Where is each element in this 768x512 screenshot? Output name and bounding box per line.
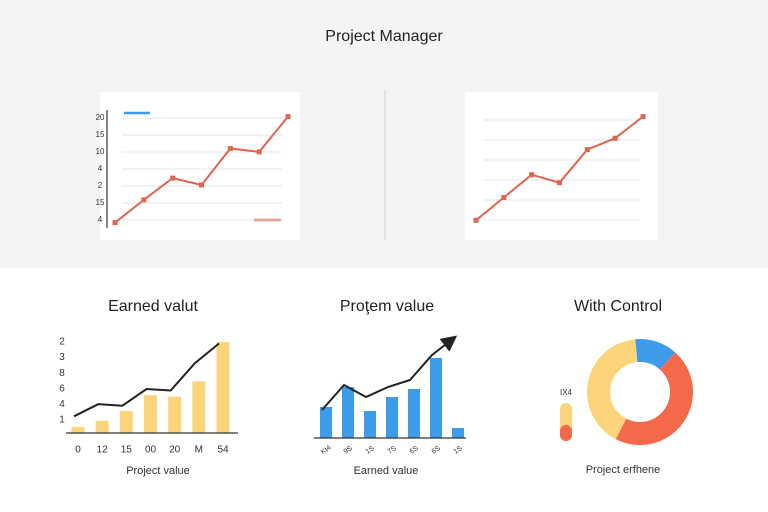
line bbox=[73, 342, 220, 418]
x-axis-label: Project erfhene bbox=[586, 464, 661, 476]
chart-title: With Control bbox=[574, 298, 662, 315]
y-tick-label: 4 bbox=[98, 164, 103, 173]
bar bbox=[342, 387, 354, 438]
bar bbox=[168, 396, 182, 433]
bar bbox=[144, 395, 157, 433]
chart-title: Earned valut bbox=[108, 298, 198, 315]
y-tick-label: 15 bbox=[96, 130, 105, 139]
point bbox=[557, 180, 562, 186]
point bbox=[170, 175, 176, 181]
bar bbox=[386, 397, 398, 438]
gauge bbox=[560, 425, 572, 441]
point bbox=[141, 197, 147, 203]
x-tick-label: 9S bbox=[343, 445, 354, 456]
y-tick-label: 4 bbox=[59, 399, 65, 410]
chart-title: Proţem value bbox=[340, 298, 434, 315]
point bbox=[612, 135, 618, 141]
y-tick-label: 10 bbox=[96, 147, 105, 156]
side-label: IX4 bbox=[560, 388, 573, 397]
line bbox=[321, 335, 458, 411]
y-tick-label: 1 bbox=[59, 415, 65, 426]
point bbox=[112, 220, 118, 226]
bar bbox=[430, 358, 442, 438]
y-tick-label: 4 bbox=[98, 215, 103, 224]
x-tick-label: 6S bbox=[409, 445, 420, 456]
y-tick-label: 20 bbox=[96, 113, 105, 122]
x-tick-label: 6S bbox=[431, 445, 442, 456]
x-tick-label: 15 bbox=[121, 445, 133, 456]
bar bbox=[95, 420, 109, 433]
point bbox=[285, 114, 291, 120]
bar bbox=[408, 389, 420, 438]
donut-segment bbox=[635, 339, 676, 370]
x-tick-label: 20 bbox=[169, 445, 181, 456]
point bbox=[640, 114, 646, 120]
bar bbox=[452, 428, 464, 438]
x-tick-label: 12 bbox=[97, 445, 109, 456]
y-tick-label: 3 bbox=[59, 352, 65, 363]
point bbox=[529, 172, 535, 178]
x-tick-label: 00 bbox=[145, 445, 157, 456]
x-tick-label: Kt4 bbox=[320, 444, 333, 456]
bar bbox=[119, 411, 133, 433]
panel bbox=[465, 92, 658, 240]
point bbox=[199, 182, 204, 188]
donut-segment bbox=[587, 339, 638, 440]
point bbox=[584, 147, 590, 153]
point bbox=[501, 195, 507, 200]
panel bbox=[100, 92, 300, 240]
point bbox=[473, 217, 479, 223]
y-tick-label: 8 bbox=[59, 368, 65, 379]
x-axis-label: Project value bbox=[126, 465, 190, 477]
x-tick-label: 1S bbox=[365, 445, 376, 456]
y-tick-label: 2 bbox=[98, 181, 103, 190]
x-tick-label: 54 bbox=[217, 445, 229, 456]
y-tick-label: 6 bbox=[59, 383, 65, 394]
donut-segment bbox=[615, 352, 693, 445]
x-tick-label: M bbox=[195, 445, 203, 456]
x-tick-label: 1S bbox=[453, 445, 464, 456]
point bbox=[227, 145, 233, 151]
point bbox=[256, 149, 262, 155]
bar bbox=[71, 426, 85, 433]
bar bbox=[364, 411, 376, 438]
y-tick-label: 2 bbox=[59, 337, 65, 348]
x-tick-label: 7S bbox=[387, 445, 398, 456]
x-tick-label: 0 bbox=[75, 445, 81, 456]
y-tick-label: 15 bbox=[96, 198, 105, 207]
bar bbox=[216, 342, 230, 433]
bar bbox=[320, 407, 332, 438]
bar bbox=[192, 381, 206, 433]
x-axis-label: Earned value bbox=[354, 465, 419, 477]
page-title: Project Manager bbox=[325, 28, 443, 45]
